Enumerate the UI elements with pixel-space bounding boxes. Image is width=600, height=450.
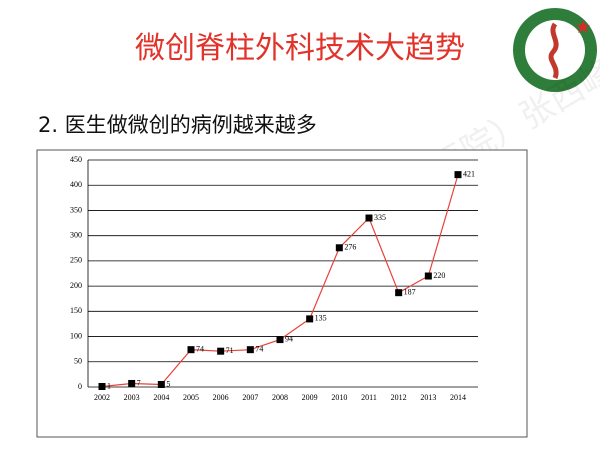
marker (454, 171, 462, 179)
x-tick-label: 2005 (183, 393, 199, 402)
x-tick-label: 2012 (391, 393, 407, 402)
x-tick-label: 2014 (450, 393, 466, 402)
data-label: 276 (344, 243, 356, 252)
y-tick-label: 100 (70, 331, 82, 340)
marker (246, 346, 254, 354)
data-label: 1 (107, 381, 111, 390)
logo-spine (548, 22, 559, 79)
marker (335, 244, 343, 252)
marker (128, 379, 136, 387)
y-tick-label: 200 (70, 281, 82, 290)
x-tick-label: 2011 (361, 393, 377, 402)
marker (98, 382, 106, 390)
data-label: 94 (285, 334, 293, 343)
y-tick-label: 50 (74, 357, 82, 366)
x-tick-label: 2003 (124, 393, 140, 402)
y-tick-label: 450 (70, 155, 82, 164)
plot: 0 50 100 150 200 250 300 350 400 450 2002 2003 2004 2… (70, 155, 478, 402)
x-tick-label: 2002 (94, 393, 110, 402)
data-label: 71 (226, 346, 234, 355)
data-label: 220 (433, 271, 445, 280)
y-tick-label: 250 (70, 256, 82, 265)
slide-title: 微创脊柱外科技术大趋势 (135, 31, 465, 66)
x-tick-label: 2013 (420, 393, 436, 402)
marker (306, 315, 314, 323)
slide-subtitle: 2. 医生做微创的病例越来越多 (38, 113, 317, 137)
marker (424, 272, 432, 280)
marker (187, 346, 195, 354)
logo (513, 8, 597, 92)
data-label: 74 (196, 344, 204, 353)
data-label: 335 (374, 213, 386, 222)
y-tick-label: 350 (70, 205, 82, 214)
logo-star (576, 20, 590, 33)
chart-frame (36, 149, 528, 438)
marker (276, 336, 284, 344)
y-tick-label: 400 (70, 180, 82, 189)
marker (395, 289, 403, 297)
data-label: 187 (404, 287, 416, 296)
data-label: 421 (463, 169, 475, 178)
marker (217, 347, 225, 355)
data-label: 135 (315, 314, 327, 323)
x-tick-label: 2009 (302, 393, 318, 402)
data-label: 7 (137, 378, 141, 387)
x-tick-label: 2008 (272, 393, 288, 402)
y-tick-label: 0 (78, 382, 82, 391)
x-tick-label: 2004 (153, 393, 169, 402)
x-tick-label: 2007 (242, 393, 258, 402)
data-label: 74 (255, 344, 263, 353)
marker (365, 214, 373, 222)
data-label: 5 (166, 379, 170, 388)
marker (157, 380, 165, 388)
x-tick-label: 2010 (331, 393, 347, 402)
x-tick-label: 2006 (213, 393, 229, 402)
y-tick-label: 150 (70, 306, 82, 315)
y-tick-label: 300 (70, 230, 82, 239)
